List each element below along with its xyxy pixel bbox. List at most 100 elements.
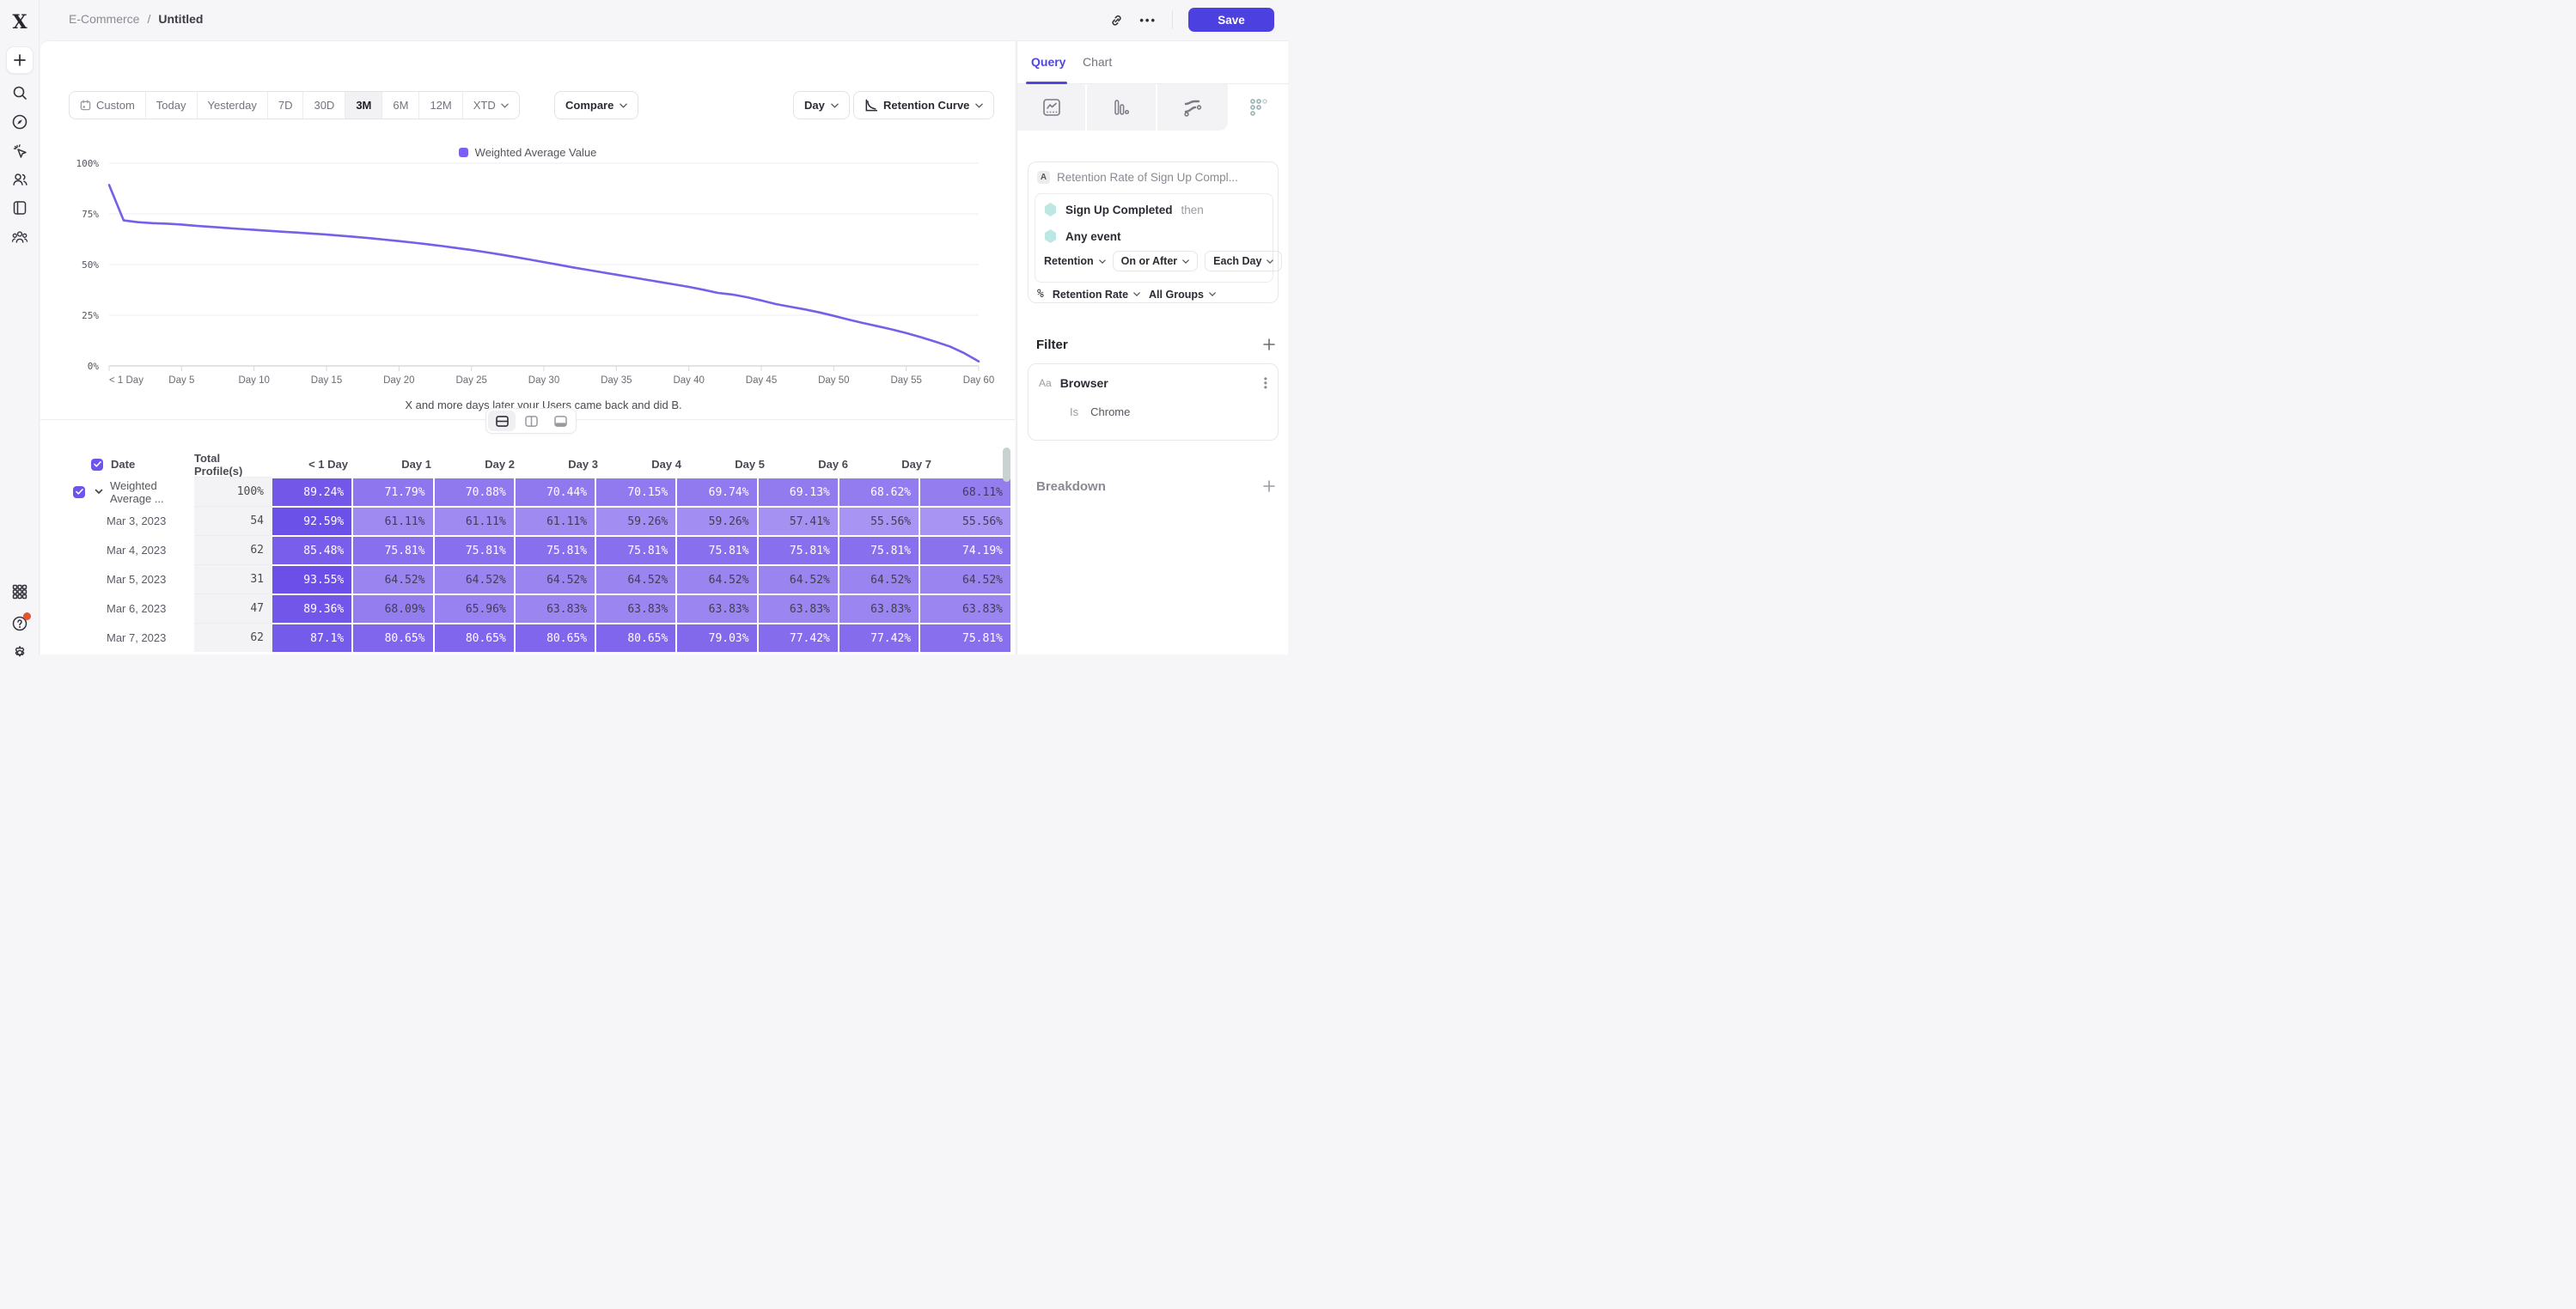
journal-icon[interactable]: [11, 199, 28, 216]
event-b-name[interactable]: Any event: [1065, 229, 1121, 243]
range-6m[interactable]: 6M: [382, 92, 420, 119]
chart-caption: X and more days later your Users came ba…: [405, 399, 682, 411]
retention-mode-label: Retention: [1044, 255, 1094, 267]
breadcrumb-page-title[interactable]: Untitled: [158, 12, 204, 26]
header-clipped-day: [939, 452, 1012, 477]
compass-icon[interactable]: [11, 113, 28, 131]
retention-cell: 64.52%: [677, 566, 757, 594]
svg-text:Day 55: Day 55: [890, 375, 921, 386]
header-total-profiles: Total Profile(s): [194, 452, 243, 478]
retention-line-series[interactable]: [107, 184, 980, 363]
layout-split-horizontal-button[interactable]: [488, 411, 516, 431]
summary-row: Weighted Average ... 100% 89.24% 71.79% 70.8…: [69, 477, 1012, 506]
layout-collapsed-bottom-button[interactable]: [546, 411, 574, 431]
range-3m[interactable]: 3M: [345, 92, 383, 119]
retention-mode-select[interactable]: Retention: [1044, 255, 1106, 267]
retention-cell: 63.83%: [920, 595, 1010, 623]
svg-text:Day 10: Day 10: [238, 375, 269, 386]
series-badge: A: [1037, 171, 1050, 184]
range-12m[interactable]: 12M: [419, 92, 463, 119]
tab-retention-grid[interactable]: [1228, 84, 1289, 131]
new-report-button[interactable]: [6, 46, 34, 74]
add-filter-button[interactable]: [1262, 338, 1276, 351]
granularity-button[interactable]: Day: [793, 91, 850, 119]
svg-text:Day 35: Day 35: [601, 375, 632, 386]
retention-cell: 85.48%: [272, 537, 352, 564]
event-a-name[interactable]: Sign Up Completed: [1065, 203, 1173, 216]
filter-kebab-menu[interactable]: • • •: [1263, 372, 1267, 393]
retention-cell: 64.52%: [839, 566, 919, 594]
range-xtd[interactable]: XTD: [463, 92, 519, 119]
chart-legend[interactable]: Weighted Average Value: [40, 146, 1015, 159]
tab-flow-chart[interactable]: [1157, 84, 1228, 131]
range-custom[interactable]: Custom: [70, 92, 146, 119]
event-b-row[interactable]: Any event: [1044, 229, 1121, 243]
retention-cell: 74.19%: [920, 537, 1010, 564]
header-day-1: Day 1: [401, 458, 431, 471]
save-button[interactable]: Save: [1188, 8, 1274, 32]
retention-cell: 64.52%: [353, 566, 433, 594]
tab-chart[interactable]: Chart: [1083, 55, 1113, 69]
line-chart-icon: [1042, 99, 1060, 116]
apps-grid-icon[interactable]: [11, 583, 28, 600]
range-30d[interactable]: 30D: [303, 92, 346, 119]
calendar-icon: [80, 100, 91, 111]
chart-type-button[interactable]: Retention Curve: [853, 91, 995, 119]
search-icon[interactable]: [11, 84, 28, 101]
compare-button[interactable]: Compare: [554, 91, 639, 119]
retention-cell: 75.81%: [758, 537, 838, 564]
add-breakdown-button[interactable]: [1262, 479, 1276, 493]
filter-property[interactable]: Browser: [1059, 376, 1108, 390]
table-row: Mar 5, 2023 31 93.55% 64.52% 64.52% 64.52% 64.…: [69, 564, 1012, 594]
tab-bar-chart[interactable]: [1087, 84, 1156, 131]
filter-card[interactable]: Aa Browser • • • Is Chrome: [1028, 363, 1279, 441]
app-logo[interactable]: X: [12, 11, 27, 33]
event-hexagon-icon: [1045, 203, 1056, 216]
tab-line-chart[interactable]: [1017, 84, 1085, 131]
svg-text:25%: 25%: [82, 310, 99, 321]
measure-select[interactable]: Retention Rate: [1053, 289, 1140, 301]
expand-chevron-icon[interactable]: [95, 489, 103, 495]
retention-cell: 70.15%: [596, 478, 676, 506]
chevron-down-icon: [1133, 292, 1140, 296]
range-today[interactable]: Today: [146, 92, 198, 119]
range-7d[interactable]: 7D: [268, 92, 304, 119]
layout-split-vertical-button[interactable]: [517, 411, 545, 431]
chevron-down-icon: [500, 103, 509, 108]
cursor-click-icon[interactable]: [11, 143, 28, 160]
retention-window-select[interactable]: On or After: [1112, 251, 1199, 271]
event-a-row[interactable]: Sign Up Completed then: [1044, 203, 1204, 216]
total-profiles-cell: 47: [194, 594, 272, 623]
series-title[interactable]: Retention Rate of Sign Up Compl...: [1057, 171, 1238, 184]
more-options-button[interactable]: •••: [1139, 13, 1157, 27]
row-checkbox[interactable]: [91, 458, 103, 471]
range-yesterday[interactable]: Yesterday: [198, 92, 268, 119]
groups-select[interactable]: All Groups: [1149, 289, 1216, 301]
share-link-icon[interactable]: [1109, 13, 1124, 27]
retention-cell: 80.65%: [515, 624, 595, 652]
filter-operator[interactable]: Is: [1070, 405, 1079, 418]
svg-text:100%: 100%: [76, 160, 100, 169]
retention-cell: 59.26%: [596, 508, 676, 535]
chevron-down-icon: [1098, 259, 1106, 264]
settings-gear-icon[interactable]: [11, 644, 28, 661]
row-checkbox[interactable]: [73, 485, 85, 498]
users-icon[interactable]: [11, 171, 28, 188]
retention-grid-icon: [1249, 99, 1267, 116]
retention-cell: 87.1%: [272, 624, 352, 652]
svg-text:Day 50: Day 50: [818, 375, 849, 386]
retention-cell: 75.81%: [596, 537, 676, 564]
flow-chart-icon: [1184, 100, 1202, 117]
group-icon[interactable]: [11, 228, 28, 246]
total-profiles-cell: 62: [194, 535, 272, 564]
breadcrumb-workspace[interactable]: E-Commerce: [69, 12, 140, 26]
help-icon[interactable]: [11, 612, 31, 632]
filter-value[interactable]: Chrome: [1090, 405, 1131, 418]
retention-chart: 0% 25% 50% 75% 100% < 1 Day Day 5 Day 10 Day 15 D…: [40, 160, 1015, 390]
panel-tab-bar: Query Chart: [1017, 41, 1289, 84]
event-hexagon-icon: [1045, 229, 1056, 243]
tab-query[interactable]: Query: [1031, 55, 1066, 69]
retention-cell: 70.88%: [434, 478, 514, 506]
retention-interval-select[interactable]: Each Day: [1205, 251, 1283, 271]
table-scrollbar-thumb[interactable]: [1003, 447, 1010, 482]
